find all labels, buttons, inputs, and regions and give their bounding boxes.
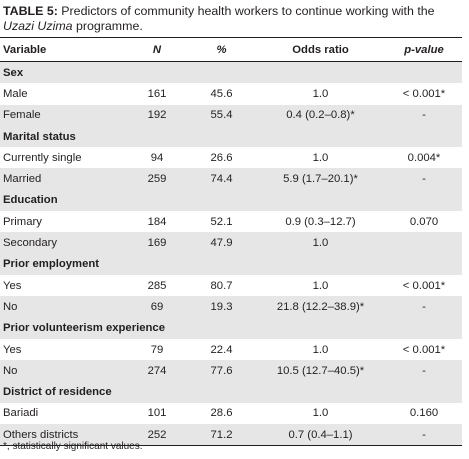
cell-p-value: 0.160	[409, 407, 439, 420]
cell-p-value: < 0.001*	[402, 279, 446, 292]
group-header-row: Marital status	[0, 125, 462, 148]
group-header-row: Education	[0, 189, 462, 212]
table-caption: TABLE 5: Predictors of community health …	[3, 4, 465, 34]
cell-variable: Married	[0, 168, 126, 190]
table-row: No 274 77.6 10.5 (12.7–40.5)* -	[0, 360, 462, 382]
caption-programme-name: Uzazi Uzima	[3, 19, 73, 33]
cell-variable: Secondary	[0, 232, 126, 254]
header-n: N	[126, 37, 188, 62]
cell-odds-ratio: 21.8 (12.2–38.9)*	[255, 296, 386, 318]
cell-percent: 47.9	[188, 232, 255, 254]
cell-variable: Primary	[3, 215, 42, 228]
cell-percent: 80.7	[210, 279, 233, 292]
cell-variable: Currently single	[3, 151, 82, 164]
table-row: Yes 79 22.4 1.0 < 0.001*	[0, 339, 462, 360]
cell-variable: Yes	[3, 279, 22, 292]
cell-n: 252	[126, 424, 188, 447]
cell-variable: No	[0, 360, 126, 382]
table-body: Sex Male 161 45.6 1.0 < 0.001* Female 192 55.4 0.…	[0, 61, 462, 447]
cell-variable: Female	[0, 104, 126, 126]
group-title: Prior volunteerism experience	[0, 317, 462, 339]
cell-p-value: -	[386, 424, 462, 447]
group-title: Sex	[0, 61, 462, 84]
table-row: No 69 19.3 21.8 (12.2–38.9)* -	[0, 296, 462, 318]
group-header-row: Prior volunteerism experience	[0, 317, 462, 339]
cell-odds-ratio: 1.0	[312, 343, 329, 356]
cell-n: 169	[126, 232, 188, 254]
cell-p-value: 0.004*	[407, 151, 441, 164]
cell-p-value: -	[386, 360, 462, 382]
cell-odds-ratio: 0.7 (0.4–1.1)	[255, 424, 386, 447]
cell-p-value: < 0.001*	[402, 343, 446, 356]
table-row: Bariadi 101 28.6 1.0 0.160	[0, 403, 462, 424]
cell-percent: 71.2	[188, 424, 255, 447]
cell-odds-ratio: 1.0	[255, 232, 386, 254]
cell-variable: No	[0, 296, 126, 318]
group-title: Marital status	[0, 125, 462, 148]
group-title: District of residence	[0, 381, 462, 403]
predictors-table: Variable N % Odds ratio p-value Sex Male 1…	[0, 37, 462, 447]
cell-n: 69	[126, 296, 188, 318]
header-row: Variable N % Odds ratio p-value	[0, 37, 462, 62]
cell-n: 161	[147, 87, 167, 100]
cell-odds-ratio: 1.0	[312, 279, 329, 292]
cell-percent: 22.4	[210, 343, 233, 356]
cell-odds-ratio: 1.0	[312, 407, 329, 420]
cell-p-value: -	[386, 104, 462, 126]
cell-p-value: < 0.001*	[402, 87, 446, 100]
header-variable: Variable	[0, 37, 126, 62]
cell-odds-ratio: 10.5 (12.7–40.5)*	[255, 360, 386, 382]
table-row: Male 161 45.6 1.0 < 0.001*	[0, 83, 462, 104]
header-odds-ratio: Odds ratio	[255, 37, 386, 62]
cell-n: 259	[126, 168, 188, 190]
cell-percent: 55.4	[188, 104, 255, 126]
table-row: Married 259 74.4 5.9 (1.7–20.1)* -	[0, 168, 462, 190]
cell-n: 79	[150, 343, 164, 356]
table-row: Primary 184 52.1 0.9 (0.3–12.7) 0.070	[0, 211, 462, 232]
header-p-value: p-value	[386, 37, 462, 62]
table-row: Secondary 169 47.9 1.0	[0, 232, 462, 254]
header-percent: %	[188, 37, 255, 62]
table-row: Currently single 94 26.6 1.0 0.004*	[0, 147, 462, 168]
cell-odds-ratio: 1.0	[312, 87, 329, 100]
cell-odds-ratio: 5.9 (1.7–20.1)*	[255, 168, 386, 190]
cell-percent: 26.6	[210, 151, 233, 164]
cell-variable: Yes	[3, 343, 22, 356]
cell-n: 184	[147, 215, 167, 228]
cell-odds-ratio: 1.0	[312, 151, 329, 164]
group-title: Prior employment	[0, 253, 462, 275]
cell-percent: 77.6	[188, 360, 255, 382]
table-footnote: *, statistically significant values.	[3, 441, 143, 452]
table-row: Others districts 252 71.2 0.7 (0.4–1.1) -	[0, 424, 462, 447]
cell-p-value: 0.070	[409, 215, 439, 228]
table-row: Female 192 55.4 0.4 (0.2–0.8)* -	[0, 104, 462, 126]
cell-n: 274	[126, 360, 188, 382]
cell-percent: 28.6	[210, 407, 233, 420]
group-header-row: District of residence	[0, 381, 462, 403]
cell-n: 192	[126, 104, 188, 126]
group-title: Education	[0, 189, 462, 212]
group-header-row: Prior employment	[0, 253, 462, 275]
cell-variable: Bariadi	[3, 407, 39, 420]
cell-odds-ratio: 0.9 (0.3–12.7)	[285, 215, 356, 228]
table-row: Yes 285 80.7 1.0 < 0.001*	[0, 275, 462, 296]
cell-odds-ratio: 0.4 (0.2–0.8)*	[255, 104, 386, 126]
cell-p-value	[386, 232, 462, 254]
cell-p-value: -	[386, 168, 462, 190]
cell-variable: Others districts	[0, 424, 126, 447]
cell-n: 101	[147, 407, 167, 420]
cell-p-value: -	[386, 296, 462, 318]
caption-text: Predictors of community health workers t…	[57, 4, 435, 18]
caption-text-end: programme.	[72, 19, 143, 33]
cell-variable: Male	[3, 87, 28, 100]
cell-percent: 52.1	[210, 215, 233, 228]
cell-percent: 74.4	[188, 168, 255, 190]
caption-label: TABLE 5:	[3, 4, 58, 18]
cell-n: 94	[150, 151, 164, 164]
group-header-row: Sex	[0, 61, 462, 84]
cell-percent: 19.3	[188, 296, 255, 318]
cell-n: 285	[147, 279, 167, 292]
cell-percent: 45.6	[210, 87, 233, 100]
